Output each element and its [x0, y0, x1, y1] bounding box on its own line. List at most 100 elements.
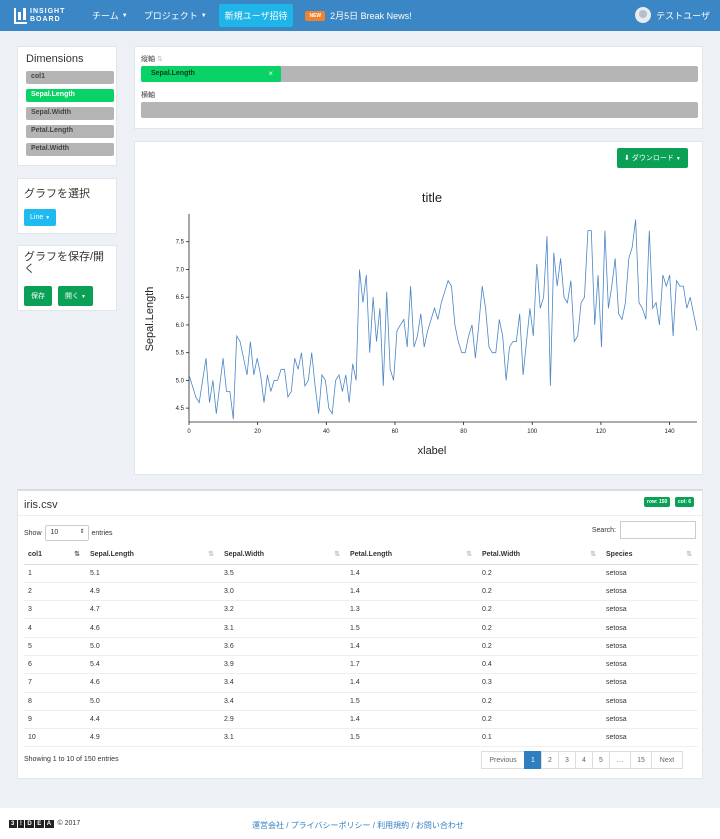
logo[interactable]: INSIGHT BOARD [14, 7, 74, 24]
page-button[interactable]: 5 [592, 751, 610, 769]
new-badge: NEW [305, 10, 326, 21]
y-axis-label-text: 縦軸 [141, 56, 155, 63]
nav-team[interactable]: チーム ▼ [92, 9, 128, 22]
user-name: テストユーザ [656, 10, 710, 21]
column-header-label: Petal.Width [482, 551, 521, 559]
table-panel: iris.csv row: 150 col: 6 Show 10 ⇕ entri… [17, 489, 703, 779]
column-header[interactable]: Petal.Length ⇅ [346, 546, 478, 565]
table-cell: 3.6 [220, 637, 346, 656]
column-header[interactable]: Sepal.Length ⇅ [86, 546, 220, 565]
page-button[interactable]: 4 [575, 751, 593, 769]
table-cell: 0.2 [478, 600, 602, 620]
table-cell: 3.4 [220, 673, 346, 693]
download-label: ダウンロード [631, 155, 674, 162]
y-tick-label: 7.5 [176, 240, 185, 246]
news-link[interactable]: NEW 2月5日 Break News! [305, 9, 412, 22]
table-row: 7 4.6 3.4 1.4 0.3 setosa [24, 673, 698, 693]
table-cell: 4.6 [86, 673, 220, 693]
invite-user-button[interactable]: 新規ユーザ招待 [218, 4, 294, 27]
table-cell: 1.4 [346, 637, 478, 656]
y-axis-chip[interactable]: Sepal.Length × [141, 66, 281, 82]
table-cell: 1 [24, 564, 86, 583]
chart-series-line [188, 219, 698, 420]
table-body: 1 5.1 3.5 1.4 0.2 setosa 2 4.9 3.0 1.4 0.2 setosa 3 4… [24, 564, 698, 748]
nav-project[interactable]: プロジェクト ▼ [144, 9, 207, 22]
graph-type-dropdown[interactable]: Line ▼ [24, 209, 57, 226]
table-cell: 1.3 [346, 600, 478, 620]
table-cell: 0.2 [478, 564, 602, 583]
x-tick-label: 60 [392, 429, 399, 435]
dimension-item[interactable]: Sepal.Width [26, 107, 114, 120]
sort-icon: ⇅ [686, 551, 692, 558]
column-header[interactable]: col1 ⇅ [24, 546, 86, 565]
save-button[interactable]: 保存 [24, 286, 52, 306]
page-button[interactable]: Next [651, 751, 683, 769]
table-row: 6 5.4 3.9 1.7 0.4 setosa [24, 655, 698, 675]
search-input[interactable] [620, 521, 696, 539]
dimension-item[interactable]: col1 [26, 71, 114, 84]
table-cell: 5.1 [86, 564, 220, 583]
table-info: Showing 1 to 10 of 150 entries [24, 756, 119, 763]
row-count-badge: row: 150 [644, 497, 671, 507]
length-value: 10 [50, 529, 59, 536]
caret-down-icon: ▼ [675, 156, 681, 162]
page-button[interactable]: Previous [481, 751, 525, 769]
x-axis-dropzone[interactable] [141, 102, 698, 118]
close-icon[interactable]: × [268, 69, 273, 78]
table-cell: 1.5 [346, 728, 478, 748]
table-cell: setosa [602, 600, 698, 620]
table-cell: setosa [602, 564, 698, 583]
y-axis-dropzone[interactable]: Sepal.Length × [141, 66, 698, 82]
table-cell: 3.5 [220, 564, 346, 583]
page-button[interactable]: 3 [558, 751, 576, 769]
logo-line2: BOARD [30, 15, 61, 23]
table-cell: 3.0 [220, 582, 346, 602]
page-button[interactable]: 2 [541, 751, 559, 769]
footer-logo-letter: A [44, 820, 54, 828]
col-count-badge: col: 6 [675, 497, 695, 507]
user-menu[interactable]: テストユーザ [635, 7, 710, 23]
column-header[interactable]: Species ⇅ [602, 546, 698, 565]
column-header-label: Species [606, 551, 633, 559]
sort-icon: ⇅ [156, 56, 163, 63]
y-tick-label: 6.5 [176, 295, 185, 301]
chart-ylabel: Sepal.Length [144, 287, 156, 352]
open-dropdown-button[interactable]: 開く ▼ [58, 286, 93, 306]
news-text: 2月5日 Break News! [330, 11, 412, 21]
x-tick-label: 140 [665, 429, 676, 435]
column-header[interactable]: Petal.Width ⇅ [478, 546, 602, 565]
y-tick-label: 4.5 [176, 406, 185, 412]
open-label: 開く [65, 293, 79, 300]
chart-axes: 0 20 40 60 80 100 120 140 4.5 5.0 5.5 6.0 6.5 7.0 7.5 [176, 214, 697, 435]
table-cell: 4.6 [86, 618, 220, 638]
dimension-item[interactable]: Petal.Width [26, 143, 114, 156]
dimension-item[interactable]: Sepal.Length [26, 89, 114, 102]
page-button[interactable]: 1 [524, 751, 542, 769]
footer-logo-letter: D [25, 820, 35, 828]
x-tick-label: 40 [323, 429, 330, 435]
updown-icon: ⇕ [79, 529, 85, 535]
table-cell: 4.9 [86, 728, 220, 748]
table-cell: 7 [24, 673, 86, 693]
sort-icon: ⇅ [590, 551, 596, 558]
footer-links[interactable]: 運営会社 / プライバシーポリシー / 利用規約 / お問い合わせ [252, 821, 464, 830]
table-cell: 0.2 [478, 710, 602, 730]
avatar-icon [635, 7, 652, 23]
table-cell: 5 [24, 637, 86, 656]
y-tick-label: 6.0 [176, 323, 185, 329]
download-button[interactable]: ⬇ ダウンロード ▼ [617, 148, 688, 168]
caret-down-icon: ▼ [121, 12, 128, 19]
table-cell: 5.0 [86, 637, 220, 656]
page-button: … [609, 751, 631, 769]
dimension-item[interactable]: Petal.Length [26, 125, 114, 138]
y-tick-label: 5.0 [176, 378, 185, 384]
table-row: 2 4.9 3.0 1.4 0.2 setosa [24, 582, 698, 602]
column-header[interactable]: Sepal.Width ⇅ [220, 546, 346, 565]
length-select[interactable]: 10 ⇕ [44, 525, 89, 541]
dimensions-title: Dimensions [26, 53, 84, 65]
table-cell: 3.9 [220, 655, 346, 675]
graph-select-panel: グラフを選択 Line ▼ [17, 178, 117, 234]
page-button[interactable]: 15 [630, 751, 652, 769]
chart-title: title [422, 190, 442, 205]
table-cell: 1.4 [346, 582, 478, 602]
